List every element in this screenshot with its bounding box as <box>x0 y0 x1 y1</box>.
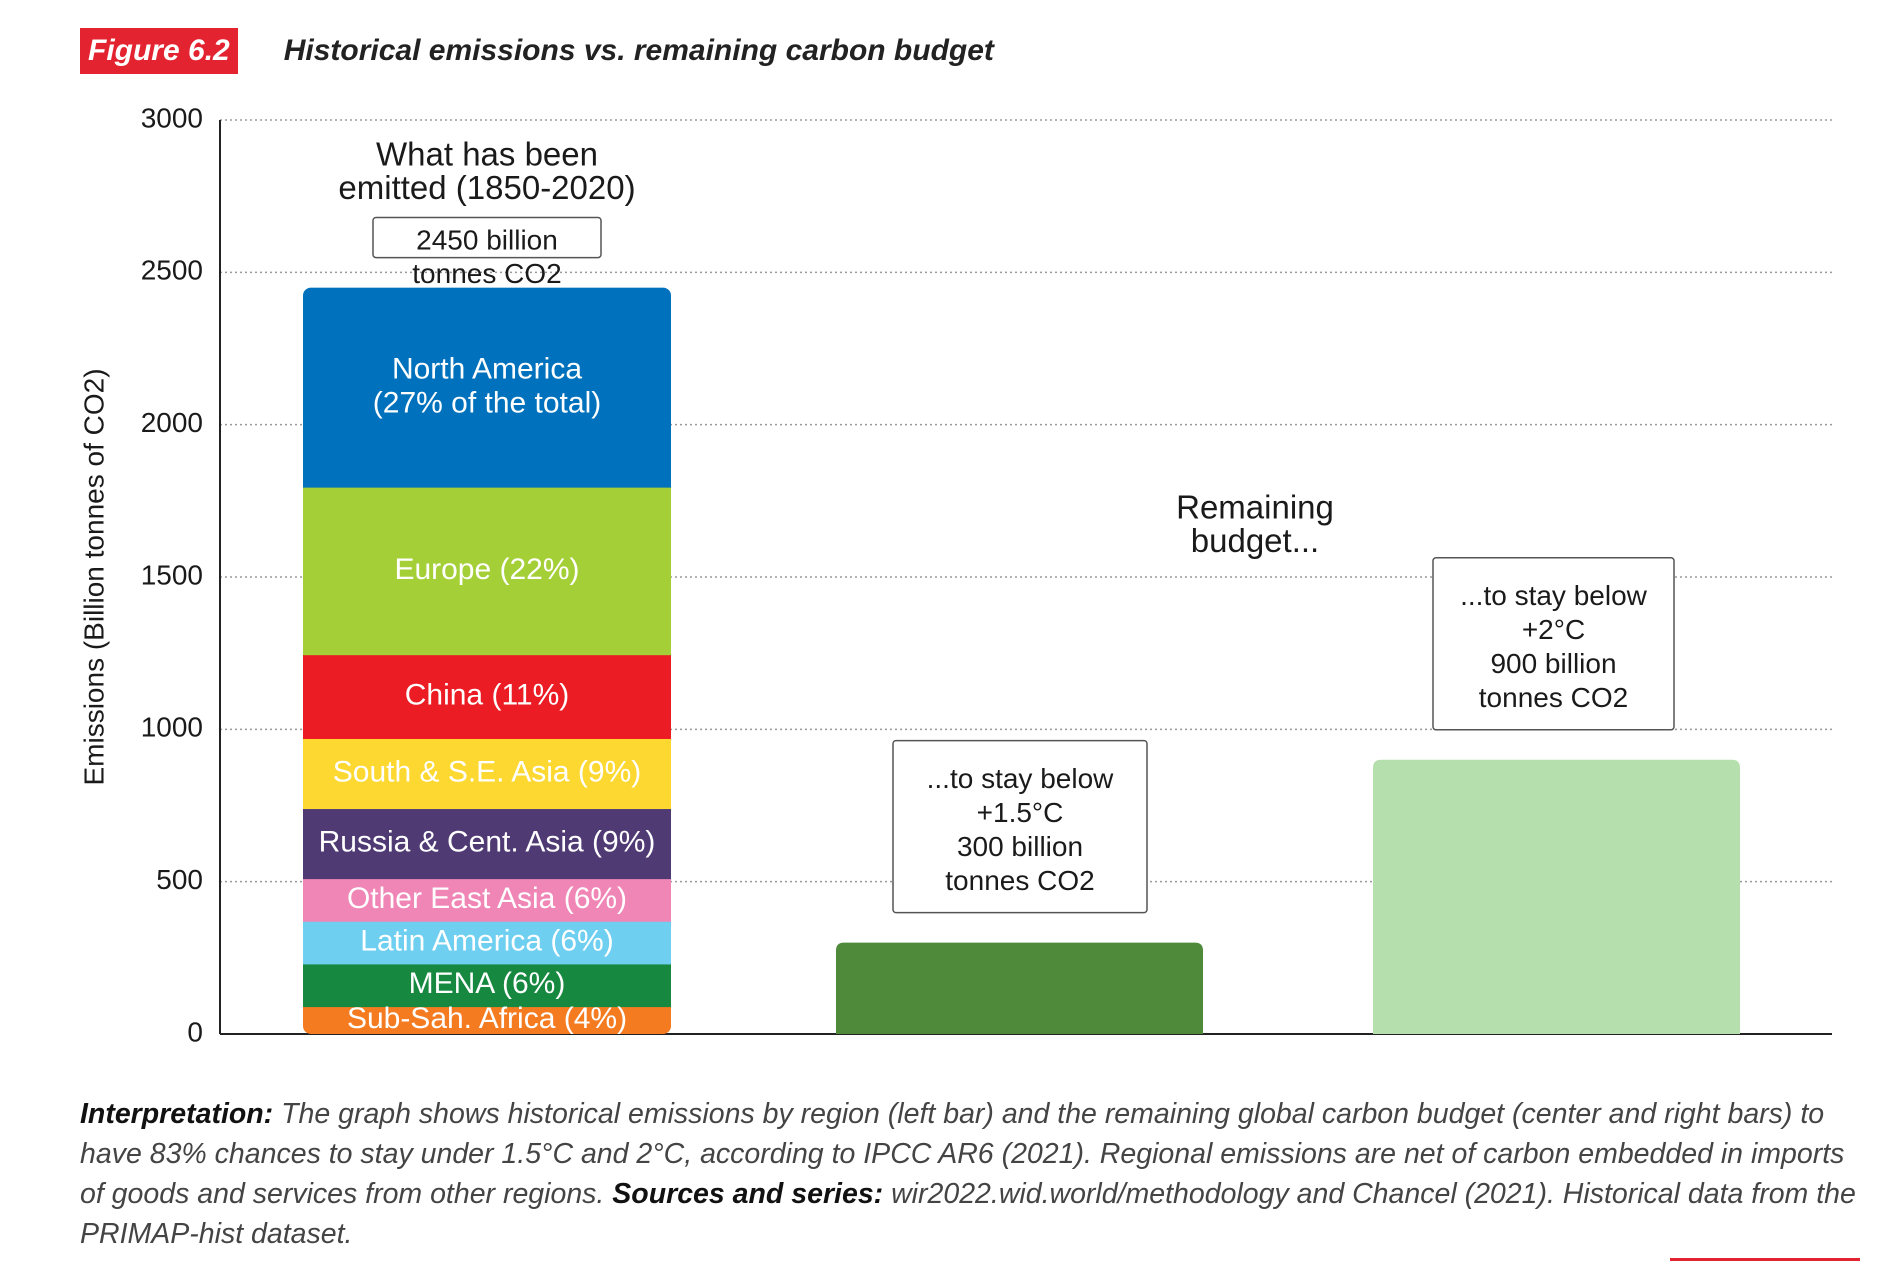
y-tick-label: 0 <box>187 1016 203 1047</box>
footer-accent-line <box>1670 1258 1860 1261</box>
budget-bar-1-5c-label: ...to stay below <box>927 763 1115 794</box>
budget-bar-2c-label-box <box>1432 557 1675 731</box>
y-tick-label: 500 <box>156 864 203 895</box>
budget-bar-2c-label: ...to stay below <box>1460 580 1648 611</box>
bar-segment-latin-america <box>303 921 671 965</box>
y-tick-label: 2500 <box>141 255 203 286</box>
budget-bar-1-5c-label: tonnes CO2 <box>945 865 1094 896</box>
segment-label: Latin America (6%) <box>360 925 613 958</box>
segment-label: (27% of the total) <box>373 386 601 419</box>
y-tick-label: 1000 <box>141 712 203 743</box>
budget-bar-1-5c-label: +1.5°C <box>977 797 1064 828</box>
segment-label: North America <box>392 352 582 385</box>
budget-bar-1-5c <box>836 942 1203 1034</box>
bar-segment-europe <box>303 487 671 656</box>
y-tick-label: 1500 <box>141 559 203 590</box>
y-axis-label: Emissions (Billion tonnes of CO2) <box>78 368 109 785</box>
y-tick-label: 3000 <box>141 102 203 133</box>
segment-label: Russia & Cent. Asia (9%) <box>319 826 656 859</box>
budget-bar-2c-label: +2°C <box>1522 614 1585 645</box>
historical-heading: What has been <box>376 135 598 172</box>
segment-label: Other East Asia (6%) <box>347 882 627 915</box>
remaining-heading: Remaining <box>1176 489 1334 526</box>
segment-label: MENA (6%) <box>409 967 566 1000</box>
figure-title: Historical emissions vs. remaining carbo… <box>283 34 994 67</box>
historical-bar <box>303 287 671 1035</box>
budget-bar-2c-label: tonnes CO2 <box>1479 682 1628 713</box>
total-label: tonnes CO2 <box>412 258 561 289</box>
budget-bar-2c-label: 900 billion <box>1490 648 1616 679</box>
figure-badge: Figure 6.2 <box>80 28 238 74</box>
bar-segment-other-east-asia <box>303 878 671 922</box>
bar-segment-mena <box>303 963 671 1008</box>
total-label: 2450 billion <box>416 224 558 255</box>
bar-segment-south-s-e-asia <box>303 738 671 810</box>
segment-label: Europe (22%) <box>394 553 579 586</box>
budget-bar-2c <box>1373 759 1740 1034</box>
bar-segment-sub-sah-africa <box>303 1006 671 1035</box>
y-tick-label: 2000 <box>141 407 203 438</box>
segment-label: South & S.E. Asia (9%) <box>333 755 641 788</box>
historical-heading: emitted (1850-2020) <box>338 169 635 206</box>
bar-segment-china <box>303 654 671 739</box>
interpretation-text: The graph shows historical emissions by … <box>80 1098 1845 1210</box>
sources-label: Sources and series: <box>612 1178 884 1210</box>
figure-header: Figure 6.2 Historical emissions vs. rema… <box>80 28 994 74</box>
remaining-heading: budget... <box>1191 522 1319 559</box>
interpretation-label: Interpretation: <box>80 1098 274 1130</box>
total-box <box>372 216 602 259</box>
segment-label: China (11%) <box>405 679 570 712</box>
bar-segment-north-america <box>303 287 671 488</box>
bar-segment-russia-cent-asia <box>303 808 671 880</box>
budget-bar-1-5c-label-box <box>892 739 1148 914</box>
segment-label: Sub-Sah. Africa (4%) <box>347 1002 627 1035</box>
sources-text: wir2022.wid.world/methodology and Chance… <box>80 1178 1856 1250</box>
emissions-chart: 0 500 1000 1500 2000 2500 3000 Emissions (Billi… <box>78 102 1832 1047</box>
interpretation-caption: Interpretation: The graph shows historic… <box>80 1094 1860 1254</box>
budget-bar-1-5c-label: 300 billion <box>957 831 1083 862</box>
